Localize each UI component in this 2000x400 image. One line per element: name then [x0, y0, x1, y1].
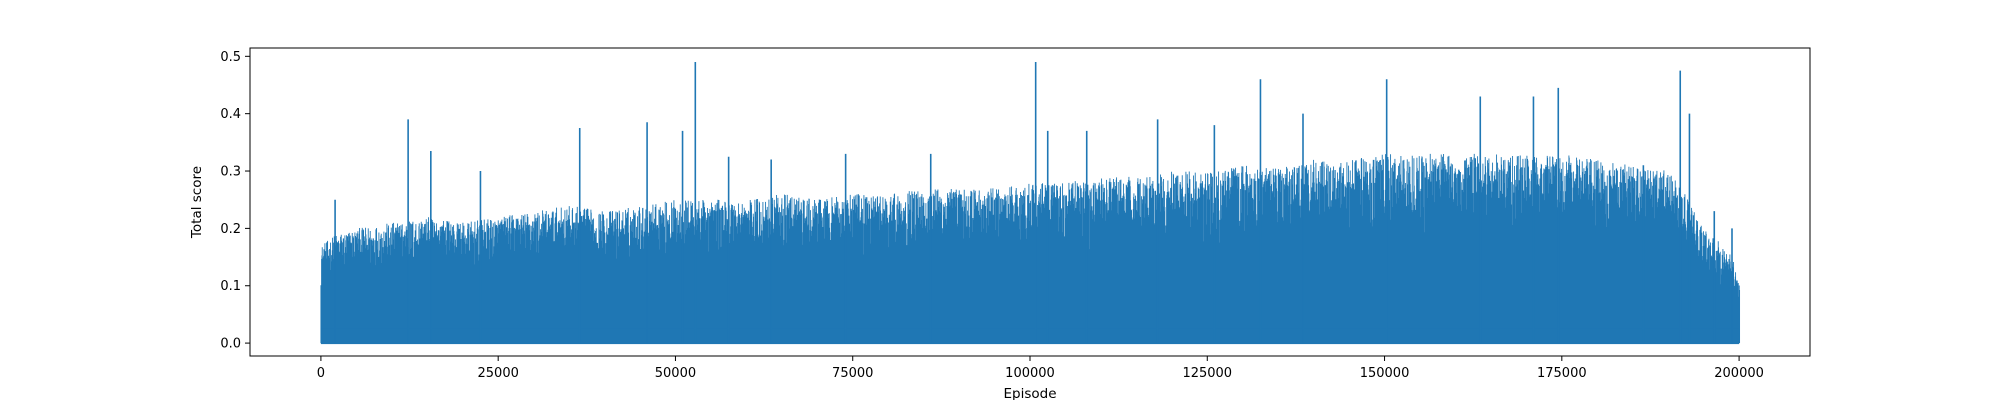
series-line	[320, 62, 1741, 345]
x-axis-label: Episode	[1003, 386, 1056, 400]
x-axis: 0 25000 50000 75000 100000 125000 150000 175000…	[317, 356, 1764, 381]
x-tick-label: 200000	[1714, 366, 1764, 381]
x-tick-label: 125000	[1182, 366, 1232, 381]
x-tick-label: 100000	[1005, 366, 1055, 381]
y-tick-label: 0.1	[220, 279, 241, 294]
x-tick-label: 50000	[655, 366, 696, 381]
x-tick-label: 25000	[478, 366, 519, 381]
y-axis-label: Total score	[189, 166, 205, 239]
y-tick-label: 0.2	[220, 222, 241, 237]
series-base-fill	[320, 328, 1740, 345]
y-tick-label: 0.3	[220, 165, 241, 180]
x-tick-label: 75000	[832, 366, 873, 381]
series-trace	[320, 153, 1741, 344]
y-tick-label: 0.0	[220, 337, 241, 352]
y-axis: 0.0 0.1 0.2 0.3 0.4 0.5	[220, 50, 250, 352]
y-tick-label: 0.4	[220, 107, 241, 122]
x-tick-label: 150000	[1360, 366, 1410, 381]
y-tick-label: 0.5	[220, 50, 241, 65]
x-tick-label: 0	[317, 366, 325, 381]
x-tick-label: 175000	[1537, 366, 1587, 381]
